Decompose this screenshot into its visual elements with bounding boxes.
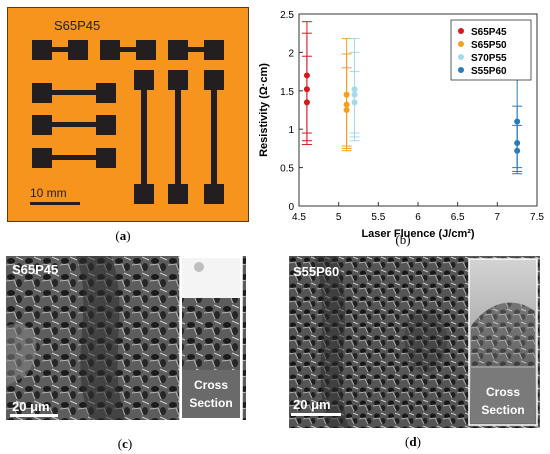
scale-bar-label: 20 μm [12,399,50,414]
legend-box [450,19,532,81]
point-S65P45-2 [303,99,310,106]
y-tick-label: 2.5 [280,10,294,21]
x-tick-label: 5.5 [371,212,385,223]
legend-label: S55P60 [471,66,507,77]
caption-d: (d) [405,434,421,449]
y-tick-label: 0.5 [280,164,294,175]
x-axis: 4.5 5 5.5 6 6.5 7 7.5 [292,202,544,223]
caption-c: (c) [117,436,133,451]
sem-image-d: Cross Section S55P60 20 μm [289,256,540,428]
y-tick-label: 1 [288,125,294,136]
vertical-traces [134,70,224,204]
sample-label: S55P60 [293,264,339,279]
sem-image-c: Cross Section S65P45 20 μm [6,256,246,420]
test-pattern-drawing: S65P45 10 mm [30,18,224,205]
point-S55P60-2 [514,147,521,154]
x-tick-label: 7.5 [530,212,544,223]
legend-label: S70P55 [471,53,507,64]
x-tick-label: 4.5 [292,212,306,223]
panel-a-test-pattern: S65P45 10 mm [7,7,249,222]
legend-marker [458,54,464,60]
horizontal-traces-left [32,83,116,168]
x-tick-label: 6.5 [451,212,465,223]
x-axis-label: Laser Fluence (J/cm²) [361,228,474,240]
legend-label: S65P50 [471,40,507,51]
caption-b: (b) [395,232,411,247]
resistivity-chart: 0 0.5 1 1.5 2 2.5 4.5 5 5.5 6 6.5 7 7.5 Laser Fluen… [258,10,544,240]
x-tick-label: 6 [415,212,421,223]
legend: S65P45 S65P50 S70P55 S55P60 [450,19,532,81]
y-tick-label: 0 [288,202,294,213]
scale-bar [30,202,80,205]
cross-section-inset: Cross Section [468,258,538,426]
y-axis: 0 0.5 1 1.5 2 2.5 [280,10,303,213]
sample-label: S65P45 [12,262,58,277]
inset-label-line2: Section [189,396,232,410]
x-tick-label: 5 [336,212,342,223]
legend-label: S65P45 [471,27,507,38]
scale-bar-label: 20 μm [293,397,331,412]
scale-bar-label: 10 mm [30,186,67,200]
y-tick-label: 1.5 [280,87,294,98]
x-tick-label: 7 [495,212,501,223]
inset-label-line1: Cross [194,378,228,392]
point-S65P50-2 [343,107,350,113]
inset-label-line2: Section [481,403,524,417]
point-S70P55-2 [351,99,358,106]
inset-label-line1: Cross [486,385,520,399]
y-tick-label: 2 [288,48,294,59]
scale-bar [10,414,58,417]
legend-marker [458,41,464,47]
scale-bar [291,413,341,416]
y-axis-label: Resistivity (Ω·cm) [258,63,270,157]
horizontal-traces-top [32,40,224,60]
pattern-label: S65P45 [54,18,100,33]
legend-marker [458,28,464,34]
caption-a: (a) [115,228,131,243]
legend-marker [458,67,464,73]
cross-section-inset: Cross Section [179,256,243,420]
